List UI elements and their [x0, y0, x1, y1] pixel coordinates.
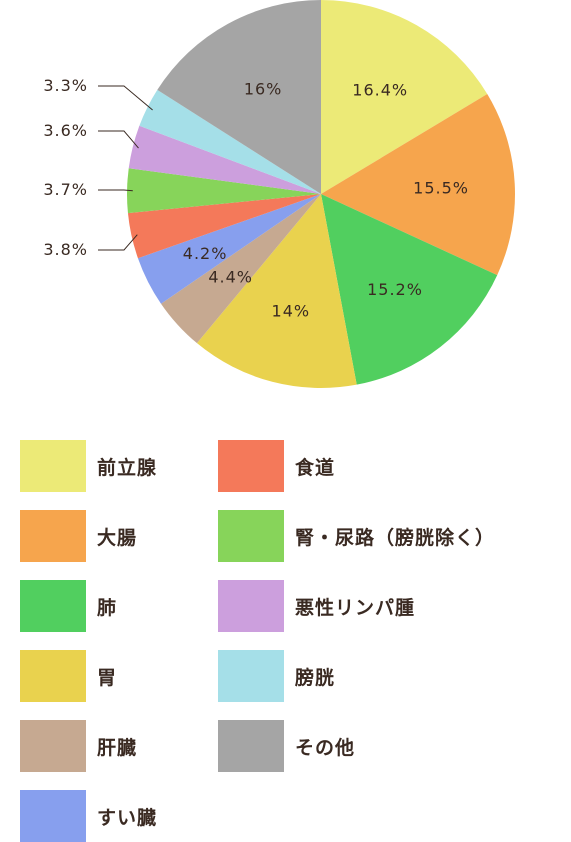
- legend-label: 腎・尿路（膀胱除く）: [295, 526, 496, 549]
- legend-label: 肺: [97, 596, 118, 619]
- slice-label: 15.5%: [413, 178, 469, 197]
- legend-label: 大腸: [97, 526, 138, 549]
- legend-label: すい臓: [97, 806, 158, 829]
- legend-item: 大腸: [20, 510, 137, 562]
- pie-slice: [137, 194, 321, 304]
- slice-label: 3.8%: [43, 240, 88, 259]
- legend-label: 悪性リンパ腫: [295, 596, 416, 619]
- slice-label: 4.2%: [183, 244, 228, 263]
- legend-item: 胃: [20, 650, 117, 702]
- pie-slice: [321, 194, 498, 385]
- slice-label: 4.4%: [208, 267, 253, 286]
- slice-label: 3.6%: [43, 121, 88, 140]
- leader-line: [98, 234, 138, 251]
- pie-slice: [128, 125, 321, 194]
- legend-item: 肺: [20, 580, 117, 632]
- legend-label: 肝臓: [97, 736, 138, 759]
- pie-slice: [321, 94, 515, 276]
- legend-swatch: [20, 790, 86, 842]
- legend-label: 前立腺: [97, 456, 158, 479]
- legend-swatch: [20, 440, 86, 492]
- leader-lines: [98, 85, 153, 251]
- legend-swatch: [218, 650, 284, 702]
- legend-item: 腎・尿路（膀胱除く）: [218, 510, 495, 562]
- legend-item: 前立腺: [20, 440, 157, 492]
- legend-label: 膀胱: [295, 666, 336, 689]
- legend-item: 膀胱: [218, 650, 335, 702]
- slice-label: 3.7%: [43, 180, 88, 199]
- legend-item: 悪性リンパ腫: [218, 580, 415, 632]
- slice-label: 3.3%: [43, 76, 88, 95]
- leader-line: [98, 85, 153, 111]
- legend-label: 食道: [295, 456, 336, 479]
- legend-swatch: [218, 720, 284, 772]
- pie-slices: [127, 0, 515, 388]
- legend-swatch: [218, 510, 284, 562]
- leader-line: [98, 130, 139, 149]
- legend-swatch: [218, 580, 284, 632]
- slice-label: 15.2%: [367, 280, 423, 299]
- slice-labels: 16.4% 15.5% 15.2% 14% 4.4% 4.2% 3.8% 3.7% 3.6% 3.…: [43, 76, 469, 320]
- legend-label: 胃: [97, 666, 118, 689]
- legend-swatch: [218, 440, 284, 492]
- legend-item: 食道: [218, 440, 335, 492]
- slice-label: 16%: [244, 80, 283, 99]
- leader-line: [98, 189, 133, 192]
- pie-slice: [127, 194, 321, 259]
- legend-item: 肝臓: [20, 720, 137, 772]
- legend-swatch: [20, 510, 86, 562]
- legend-item: すい臓: [20, 790, 157, 842]
- pie-slice: [127, 168, 321, 214]
- slice-label: 14%: [272, 301, 311, 320]
- legend-swatch: [20, 650, 86, 702]
- pie-slice: [161, 194, 321, 344]
- pie-chart: 16.4% 15.5% 15.2% 14% 4.4% 4.2% 3.8% 3.7% 3.6% 3.…: [43, 0, 515, 388]
- pie-slice: [321, 0, 488, 194]
- legend-swatch: [20, 720, 86, 772]
- pie-slice: [157, 0, 321, 194]
- legend-item: その他: [218, 720, 355, 772]
- legend-swatch: [20, 580, 86, 632]
- pie-slice: [139, 89, 321, 194]
- pie-slice: [196, 194, 357, 388]
- slice-label: 16.4%: [352, 80, 408, 99]
- legend-label: その他: [295, 736, 356, 759]
